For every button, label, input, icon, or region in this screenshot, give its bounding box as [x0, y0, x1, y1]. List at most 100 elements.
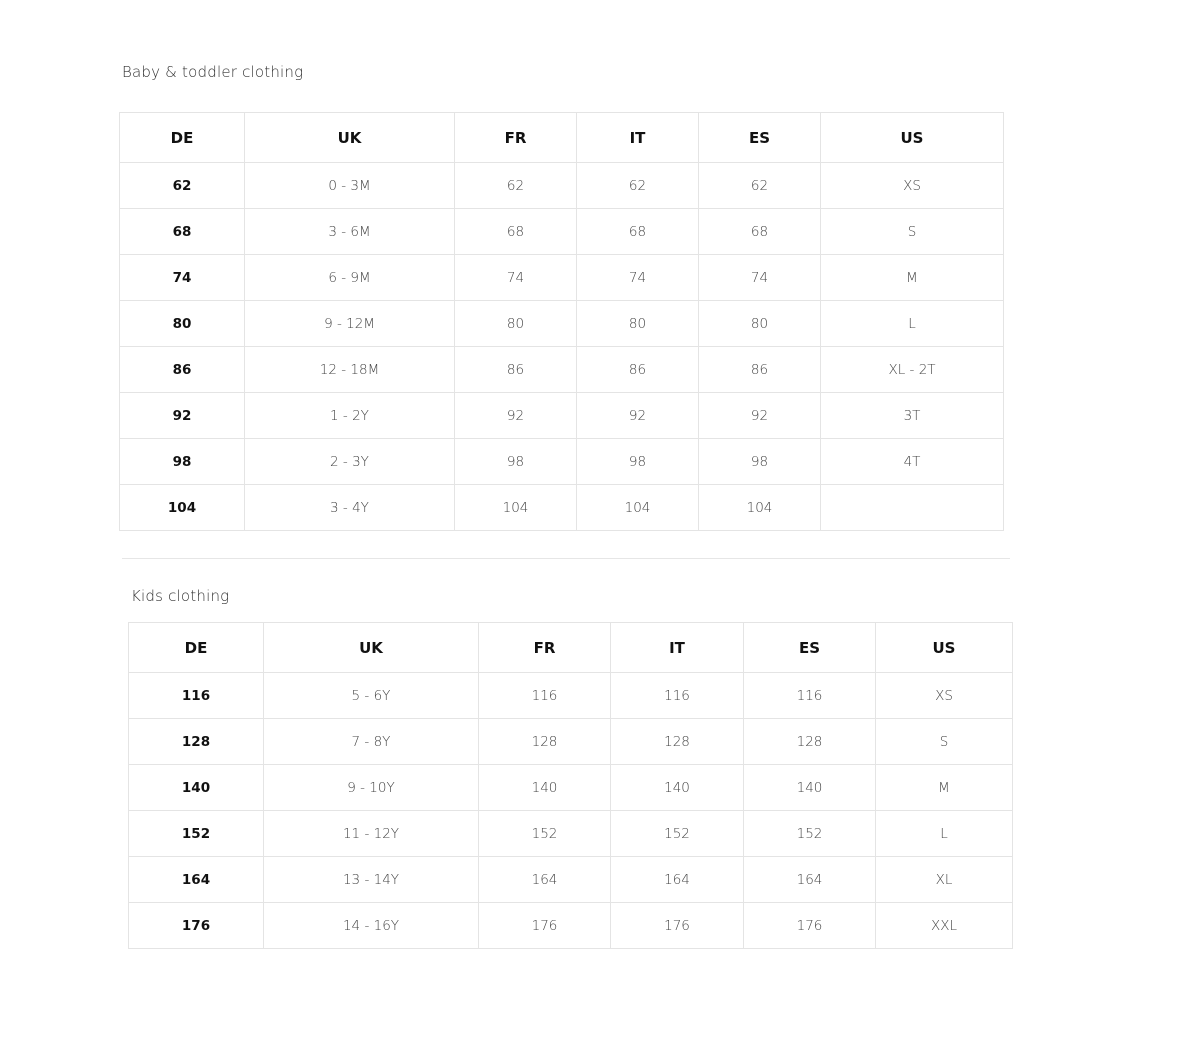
table-row: 62 0 - 3M 62 62 62 XS — [119, 162, 1004, 209]
cell-de: 80 — [119, 300, 245, 347]
cell-uk: 0 - 3M — [244, 162, 455, 209]
cell-uk: 9 - 12M — [244, 300, 455, 347]
cell-es: 86 — [698, 346, 821, 393]
cell-it: 62 — [576, 162, 699, 209]
cell-fr: 140 — [478, 764, 611, 811]
cell-es: 74 — [698, 254, 821, 301]
cell-it: 140 — [610, 764, 744, 811]
cell-uk: 13 - 14Y — [263, 856, 479, 903]
cell-it: 92 — [576, 392, 699, 439]
table-row: 68 3 - 6M 68 68 68 S — [119, 208, 1004, 255]
cell-fr: 104 — [454, 484, 577, 531]
column-header-uk: UK — [263, 622, 479, 673]
cell-us: XS — [820, 162, 1004, 209]
cell-es: 104 — [698, 484, 821, 531]
cell-es: 164 — [743, 856, 876, 903]
cell-es: 62 — [698, 162, 821, 209]
cell-es: 116 — [743, 672, 876, 719]
table-row: 98 2 - 3Y 98 98 98 4T — [119, 438, 1004, 485]
cell-de: 104 — [119, 484, 245, 531]
cell-es: 140 — [743, 764, 876, 811]
cell-fr: 152 — [478, 810, 611, 857]
cell-fr: 164 — [478, 856, 611, 903]
cell-de: 92 — [119, 392, 245, 439]
table-row: 80 9 - 12M 80 80 80 L — [119, 300, 1004, 347]
cell-de: 68 — [119, 208, 245, 255]
table-row: 152 11 - 12Y 152 152 152 L — [128, 810, 1013, 857]
cell-it: 116 — [610, 672, 744, 719]
table-row: 128 7 - 8Y 128 128 128 S — [128, 718, 1013, 765]
cell-it: 176 — [610, 902, 744, 949]
column-header-it: IT — [576, 112, 699, 163]
cell-fr: 80 — [454, 300, 577, 347]
table-row: 74 6 - 9M 74 74 74 M — [119, 254, 1004, 301]
column-header-de: DE — [119, 112, 245, 163]
cell-it: 128 — [610, 718, 744, 765]
cell-de: 176 — [128, 902, 264, 949]
cell-it: 80 — [576, 300, 699, 347]
cell-us: L — [875, 810, 1013, 857]
cell-uk: 9 - 10Y — [263, 764, 479, 811]
cell-it: 98 — [576, 438, 699, 485]
column-header-us: US — [875, 622, 1013, 673]
cell-de: 98 — [119, 438, 245, 485]
cell-de: 128 — [128, 718, 264, 765]
cell-uk: 11 - 12Y — [263, 810, 479, 857]
section-title-kids: Kids clothing — [131, 587, 230, 605]
cell-uk: 14 - 16Y — [263, 902, 479, 949]
header-row: DE UK FR IT ES US — [128, 622, 1013, 673]
cell-fr: 86 — [454, 346, 577, 393]
table-row: 140 9 - 10Y 140 140 140 M — [128, 764, 1013, 811]
table-row: 104 3 - 4Y 104 104 104 — [119, 484, 1004, 531]
cell-us: S — [820, 208, 1004, 255]
cell-us: M — [820, 254, 1004, 301]
cell-it: 74 — [576, 254, 699, 301]
cell-uk: 7 - 8Y — [263, 718, 479, 765]
cell-fr: 128 — [478, 718, 611, 765]
cell-us: XS — [875, 672, 1013, 719]
cell-it: 68 — [576, 208, 699, 255]
cell-uk: 3 - 4Y — [244, 484, 455, 531]
kids-size-table: DE UK FR IT ES US 116 5 - 6Y 116 116 116 XS 128 7 - 8… — [128, 622, 1013, 949]
column-header-us: US — [820, 112, 1004, 163]
column-header-uk: UK — [244, 112, 455, 163]
cell-es: 68 — [698, 208, 821, 255]
cell-de: 140 — [128, 764, 264, 811]
baby-size-table: DE UK FR IT ES US 62 0 - 3M 62 62 62 XS 68 3 - 6M 68 68… — [119, 112, 1004, 531]
cell-us: 3T — [820, 392, 1004, 439]
column-header-fr: FR — [478, 622, 611, 673]
cell-us: M — [875, 764, 1013, 811]
cell-uk: 2 - 3Y — [244, 438, 455, 485]
cell-es: 80 — [698, 300, 821, 347]
cell-it: 152 — [610, 810, 744, 857]
cell-it: 86 — [576, 346, 699, 393]
cell-fr: 74 — [454, 254, 577, 301]
cell-de: 164 — [128, 856, 264, 903]
cell-es: 152 — [743, 810, 876, 857]
cell-it: 164 — [610, 856, 744, 903]
cell-de: 152 — [128, 810, 264, 857]
table-row: 86 12 - 18M 86 86 86 XL - 2T — [119, 346, 1004, 393]
cell-de: 62 — [119, 162, 245, 209]
cell-es: 92 — [698, 392, 821, 439]
column-header-fr: FR — [454, 112, 577, 163]
cell-us: L — [820, 300, 1004, 347]
cell-fr: 68 — [454, 208, 577, 255]
cell-fr: 62 — [454, 162, 577, 209]
cell-uk: 1 - 2Y — [244, 392, 455, 439]
cell-uk: 3 - 6M — [244, 208, 455, 255]
column-header-es: ES — [698, 112, 821, 163]
cell-fr: 92 — [454, 392, 577, 439]
cell-us: 4T — [820, 438, 1004, 485]
cell-us — [820, 484, 1004, 531]
cell-fr: 98 — [454, 438, 577, 485]
cell-it: 104 — [576, 484, 699, 531]
section-title-baby: Baby & toddler clothing — [122, 63, 304, 81]
column-header-it: IT — [610, 622, 744, 673]
cell-us: XL - 2T — [820, 346, 1004, 393]
cell-de: 74 — [119, 254, 245, 301]
table-row: 164 13 - 14Y 164 164 164 XL — [128, 856, 1013, 903]
cell-uk: 6 - 9M — [244, 254, 455, 301]
cell-us: XL — [875, 856, 1013, 903]
table-row: 92 1 - 2Y 92 92 92 3T — [119, 392, 1004, 439]
